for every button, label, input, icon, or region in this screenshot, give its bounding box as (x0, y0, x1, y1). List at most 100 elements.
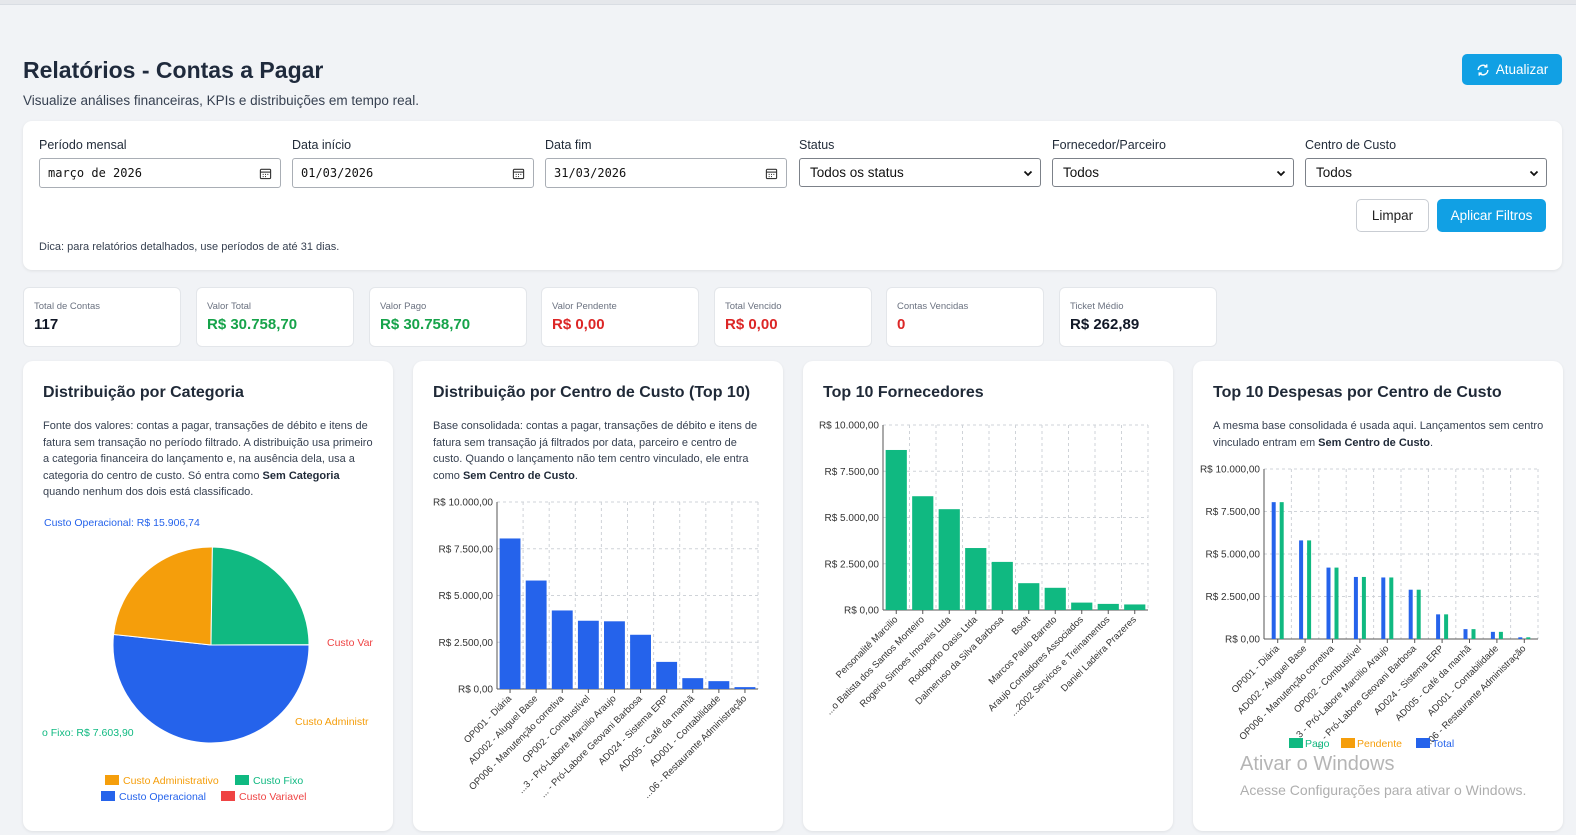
bar (1471, 629, 1476, 639)
kpi-value: 117 (34, 316, 59, 333)
pie-slice-label: Custo Var (327, 637, 373, 649)
kpi-contas-vencidas: Contas Vencidas 0 (886, 287, 1044, 347)
legend-label: Pendente (1357, 738, 1402, 750)
legend-label: Custo Operacional (119, 791, 206, 803)
status-filter: Status Todos os status (799, 138, 1041, 187)
costcenter-label: Centro de Custo (1305, 138, 1397, 152)
kpi-value: R$ 0,00 (552, 316, 605, 333)
windows-activation-text: Acesse Configurações para ativar o Windo… (1240, 782, 1527, 798)
page-title: Relatórios - Contas a Pagar (23, 57, 324, 83)
bar (525, 580, 547, 689)
expenses-card: Top 10 Despesas por Centro de Custo A me… (1193, 361, 1563, 831)
apply-filters-button[interactable]: Aplicar Filtros (1437, 199, 1546, 232)
legend-swatch (235, 775, 249, 785)
kpi-valor-pago: Valor Pago R$ 30.758,70 (369, 287, 527, 347)
chevron-down-icon (1023, 170, 1033, 176)
bar (938, 509, 960, 610)
bar (991, 561, 1013, 610)
category-card: Distribuição por Categoria Fonte dos val… (23, 361, 393, 831)
legend-swatch (1341, 738, 1355, 748)
bar (1416, 589, 1421, 639)
bar (630, 634, 651, 689)
kpi-value: R$ 30.758,70 (380, 316, 471, 333)
bar (1071, 602, 1093, 610)
period-label: Período mensal (39, 138, 127, 152)
bar (1018, 583, 1040, 610)
status-select[interactable]: Todos os status (799, 158, 1041, 187)
kpi-label: Valor Pago (380, 301, 427, 312)
bar (1463, 629, 1468, 639)
y-tick-label: R$ 10.000,00 (819, 421, 879, 432)
bar (1408, 589, 1413, 639)
pie-slice (210, 546, 310, 646)
kpi-label: Total de Contas (34, 301, 101, 312)
browser-top-edge (0, 0, 1576, 5)
card-title: Distribuição por Categoria (43, 384, 244, 401)
end-date-filter: Data fim 31/03/2026 (545, 138, 787, 188)
y-tick-label: R$ 2.500,00 (825, 559, 880, 570)
kpi-label: Total Vencido (725, 301, 782, 312)
filters-panel: Período mensal março de 2026 Data início… (23, 121, 1562, 270)
kpi-total-contas: Total de Contas 117 (23, 287, 181, 347)
pie-slice (112, 633, 310, 744)
card-description: A mesma base consolidada é usada aqui. L… (1213, 420, 1544, 449)
costcenter-select[interactable]: Todos (1305, 158, 1547, 187)
card-description: Base consolidada: contas a pagar, transa… (433, 420, 758, 482)
bar (1353, 576, 1358, 639)
pie-slice-label: Custo Operacional: R$ 15.906,74 (44, 517, 200, 529)
x-tick-label: ...o Batista dos Santos Monteiro (824, 614, 927, 717)
legend-swatch (1416, 738, 1430, 748)
legend-swatch (221, 791, 235, 801)
calendar-icon[interactable] (512, 167, 525, 180)
bar (1271, 502, 1276, 639)
calendar-icon[interactable] (765, 167, 778, 180)
period-input[interactable]: março de 2026 (39, 158, 281, 188)
status-label: Status (799, 138, 835, 152)
supplier-select[interactable]: Todos (1052, 158, 1294, 187)
expenses-grouped-bar-chart: R$ 0,00 R$ 2.500,00 R$ 5.000,00 R$ 7.500,00… (1200, 465, 1539, 751)
windows-activation-title: Ativar o Windows (1240, 753, 1395, 775)
bar (1299, 540, 1304, 639)
y-tick-label: R$ 2.500,00 (439, 638, 494, 649)
legend-label: Total (1432, 738, 1454, 750)
chevron-down-icon (1276, 170, 1286, 176)
y-tick-label: R$ 7.500,00 (1206, 507, 1261, 518)
pie-slice-label: Custo Administr (295, 716, 369, 728)
bar (912, 496, 934, 610)
clear-button[interactable]: Limpar (1356, 199, 1429, 232)
y-tick-label: R$ 5.000,00 (439, 591, 494, 602)
end-date-label: Data fim (545, 138, 592, 152)
card-title: Top 10 Fornecedores (823, 384, 984, 401)
kpi-label: Ticket Médio (1070, 301, 1124, 312)
y-tick-label: R$ 7.500,00 (825, 467, 880, 478)
legend-label: Custo Variavel (239, 791, 307, 803)
legend-label: Pago (1305, 738, 1330, 750)
bar (1444, 614, 1449, 639)
bar (885, 449, 907, 610)
status-value: Todos os status (810, 165, 904, 180)
category-pie-chart: Custo Operacional: R$ 15.906,74 Custo Adm… (42, 517, 373, 803)
start-date-input[interactable]: 01/03/2026 (292, 158, 534, 188)
y-tick-label: R$ 2.500,00 (1206, 592, 1261, 603)
refresh-button[interactable]: Atualizar (1462, 54, 1562, 85)
bar (1334, 567, 1339, 639)
bar (656, 661, 678, 689)
bar (1361, 576, 1366, 639)
kpi-value: R$ 262,89 (1070, 316, 1140, 333)
costcenter-card: Distribuição por Centro de Custo (Top 10… (413, 361, 783, 831)
end-date-input[interactable]: 31/03/2026 (545, 158, 787, 188)
legend-label: Custo Fixo (253, 775, 303, 787)
calendar-icon[interactable] (259, 167, 272, 180)
start-date-value: 01/03/2026 (301, 166, 374, 180)
bar (965, 548, 987, 610)
bar (1097, 603, 1119, 610)
bar (1279, 502, 1284, 639)
y-tick-label: R$ 10.000,00 (433, 498, 493, 509)
legend-label: Custo Administrativo (123, 775, 219, 787)
bar (1326, 567, 1331, 639)
bar (1044, 587, 1066, 610)
supplier-value: Todos (1063, 165, 1100, 180)
kpi-ticket-medio: Ticket Médio R$ 262,89 (1059, 287, 1217, 347)
legend-swatch (101, 791, 115, 801)
kpi-valor-total: Valor Total R$ 30.758,70 (196, 287, 354, 347)
